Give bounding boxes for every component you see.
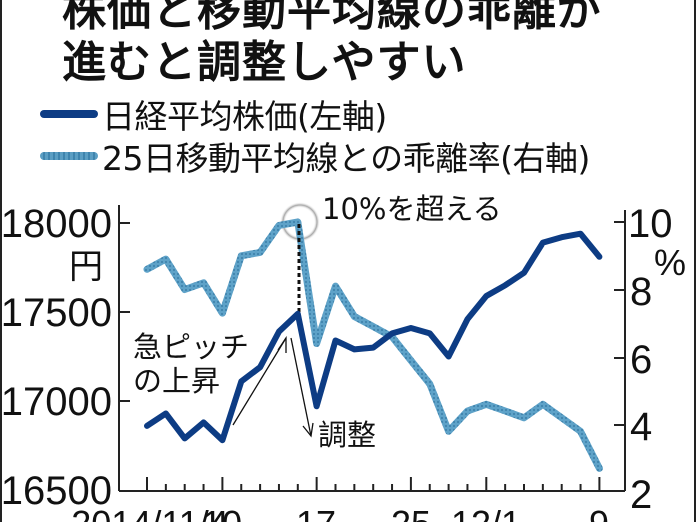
right-axis-unit: % bbox=[654, 242, 686, 283]
annotation-rise-line1: 急ピッチ bbox=[133, 330, 249, 364]
left-tick-17500: 17500 bbox=[1, 291, 112, 335]
legend-label-nikkei: 日経平均株価(左軸) bbox=[102, 97, 387, 136]
chart-title-line1: 株価と移動平均線の乖離が bbox=[62, 0, 602, 36]
x-axis bbox=[119, 477, 625, 492]
nikkei-average-line bbox=[144, 230, 603, 444]
x-tick-label-1201: 12/1 bbox=[451, 503, 521, 522]
legend-item-deviation: 25日移動平均線との乖離率(右軸) bbox=[40, 138, 590, 178]
left-tick-16500: 16500 bbox=[1, 469, 112, 513]
left-tick-18000: 18000 bbox=[1, 202, 112, 246]
x-tick-label-1110: 10 bbox=[202, 503, 242, 522]
right-tick-2: 2 bbox=[630, 473, 652, 517]
adjust-arrow bbox=[290, 337, 314, 438]
annotation-adjust-label: 調整 bbox=[318, 418, 376, 452]
legend-item-nikkei: 日経平均株価(左軸) bbox=[40, 96, 387, 136]
left-axis bbox=[118, 205, 130, 491]
left-tick-17000: 17000 bbox=[1, 380, 112, 424]
chart-title-line2: 進むと調整しやすい bbox=[62, 37, 467, 88]
x-tick-label-1209: 9 bbox=[589, 503, 609, 522]
legend-label-deviation: 25日移動平均線との乖離率(右軸) bbox=[102, 139, 590, 178]
rise-arrow bbox=[232, 335, 287, 426]
x-tick-label-1117: 17 bbox=[296, 503, 336, 522]
x-tick-label-1125: 25 bbox=[391, 503, 431, 522]
left-axis-unit: 円 bbox=[69, 247, 103, 287]
legend-swatch-nikkei bbox=[40, 110, 98, 118]
right-axis bbox=[614, 210, 626, 491]
right-tick-6: 6 bbox=[630, 338, 652, 382]
right-tick-4: 4 bbox=[630, 405, 652, 449]
right-tick-10: 10 bbox=[628, 202, 673, 246]
right-tick-8: 8 bbox=[630, 270, 652, 314]
annotation-rise-line2: の上昇 bbox=[133, 364, 220, 398]
annotation-peak-label: 10%を超える bbox=[322, 192, 502, 226]
deviation-rate-line bbox=[143, 218, 603, 472]
x-tick-label-1104: 2014/11/4 bbox=[71, 503, 228, 522]
legend-swatch-deviation bbox=[40, 152, 98, 160]
